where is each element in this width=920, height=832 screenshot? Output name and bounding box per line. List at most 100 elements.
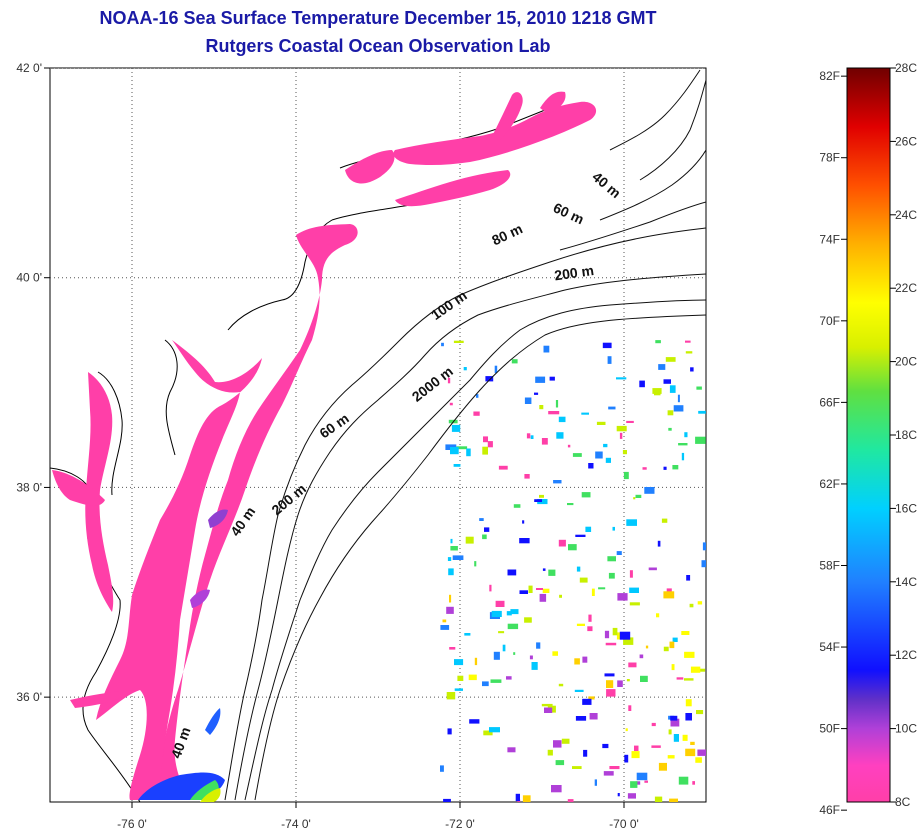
sst-pixel — [623, 637, 634, 645]
sst-pixel — [670, 718, 680, 727]
colorbar-c-label: 26C — [895, 134, 917, 148]
sst-pixel — [522, 795, 531, 802]
sst-pixel — [489, 584, 492, 592]
sst-pixel — [447, 728, 452, 735]
sst-pixel — [572, 766, 582, 769]
colorbar-f-label: 70F — [819, 314, 840, 328]
sst-pixel — [588, 614, 592, 622]
sst-pixel — [594, 779, 597, 786]
sst-pixel — [635, 494, 642, 498]
sst-pixel — [606, 689, 616, 697]
sst-pixel — [702, 542, 706, 551]
sst-pixel — [539, 494, 544, 498]
sst-pixel — [440, 765, 444, 772]
sst-pixel — [587, 626, 593, 632]
sst-pixel — [639, 380, 645, 388]
sst-pixel — [463, 367, 467, 371]
sst-pixel — [685, 699, 692, 707]
sst-pixel — [555, 760, 565, 766]
sst-pixel — [617, 680, 623, 687]
colorbar-c-label: 18C — [895, 428, 917, 442]
sst-pixel — [690, 741, 695, 745]
sst-pixel — [645, 645, 649, 649]
sst-pixel — [548, 411, 560, 415]
sst-pixel — [619, 432, 623, 439]
sst-pixel — [572, 453, 582, 457]
colorbar-fahrenheit-labels: 82F 78F 74F 70F 66F 62F 58F 54F 50F 46F — [819, 69, 847, 817]
sst-pixel — [541, 438, 548, 445]
sst-pixel — [672, 637, 678, 642]
sst-pixel — [576, 566, 581, 572]
sst-pixel — [697, 749, 706, 756]
colorbar-f-label: 50F — [819, 722, 840, 736]
sst-pixel — [672, 465, 679, 470]
sst-pixel — [567, 503, 574, 506]
sst-pixel — [558, 683, 564, 687]
sst-water-pixels — [52, 91, 597, 802]
sst-pixel — [536, 588, 543, 590]
sst-pixel — [522, 520, 525, 524]
sst-pixel — [541, 703, 553, 707]
sst-pixel — [654, 796, 663, 802]
sst-pixel — [511, 359, 518, 364]
sst-pixel — [624, 754, 629, 763]
sst-pixel — [685, 340, 691, 343]
sst-pixel — [640, 675, 648, 682]
sst-pixel — [479, 518, 484, 521]
sst-pixel — [629, 602, 640, 606]
sst-pixel — [607, 556, 616, 562]
sst-pixel — [567, 444, 571, 448]
sst-pixel — [605, 457, 611, 463]
sst-pixel — [448, 568, 454, 576]
sst-pixel — [676, 677, 684, 680]
sst-pixel — [677, 394, 680, 403]
sst-pixel — [657, 540, 661, 547]
sst-pixel — [502, 644, 506, 652]
map-subtitle: Rutgers Coastal Ocean Observation Lab — [205, 36, 551, 56]
sst-pixel — [627, 793, 636, 799]
sst-pixel — [651, 745, 661, 748]
sst-pixel — [596, 421, 606, 425]
lat-tick-label: 36 0' — [16, 690, 42, 704]
sst-pixel — [556, 432, 564, 439]
sst-pixel — [626, 420, 634, 423]
sst-pixel — [524, 397, 532, 404]
sst-pixel — [663, 466, 667, 470]
sst-pixel — [485, 376, 494, 382]
sst-pixel — [574, 689, 584, 692]
colorbar-f-label: 58F — [819, 558, 840, 572]
sst-pixel — [626, 679, 630, 682]
sst-pixel — [483, 436, 488, 443]
sst-pixel — [658, 762, 667, 771]
sst-pixel — [544, 707, 553, 713]
sst-pixel — [452, 555, 464, 560]
sst-pixel — [576, 623, 585, 626]
sst-pixel — [575, 716, 587, 721]
sst-pixel — [524, 474, 530, 479]
sst-pixel — [441, 342, 444, 347]
sst-pixel — [582, 698, 592, 705]
sst-pixel — [551, 785, 562, 793]
sst-pixel — [658, 364, 666, 370]
sst-pixel — [489, 727, 500, 733]
sst-pixel — [619, 631, 631, 640]
sst-pixel — [476, 394, 479, 398]
sst-pixel — [553, 480, 562, 484]
colorbar-c-label: 14C — [895, 575, 917, 589]
sst-pixel — [483, 730, 493, 736]
sst-pixel — [526, 433, 531, 439]
sst-pixel — [616, 551, 622, 555]
colorbar-f-label: 46F — [819, 803, 840, 817]
sst-pixel — [644, 780, 648, 783]
colorbar-f-label: 54F — [819, 640, 840, 654]
sst-pixel — [678, 776, 689, 785]
sst-pixel — [633, 497, 636, 500]
colorbar-f-label: 66F — [819, 395, 840, 409]
sst-pixel — [608, 572, 615, 579]
sst-pixel — [484, 527, 490, 532]
sst-pixel — [667, 410, 674, 416]
sst-pixel — [453, 340, 464, 343]
colorbar-celsius-labels: 28C 26C 24C 22C 20C 18C 16C 14C 12C 10C 8C — [890, 61, 917, 809]
lon-tick-label: -70 0' — [609, 817, 639, 831]
colorbar-f-label: 78F — [819, 151, 840, 165]
